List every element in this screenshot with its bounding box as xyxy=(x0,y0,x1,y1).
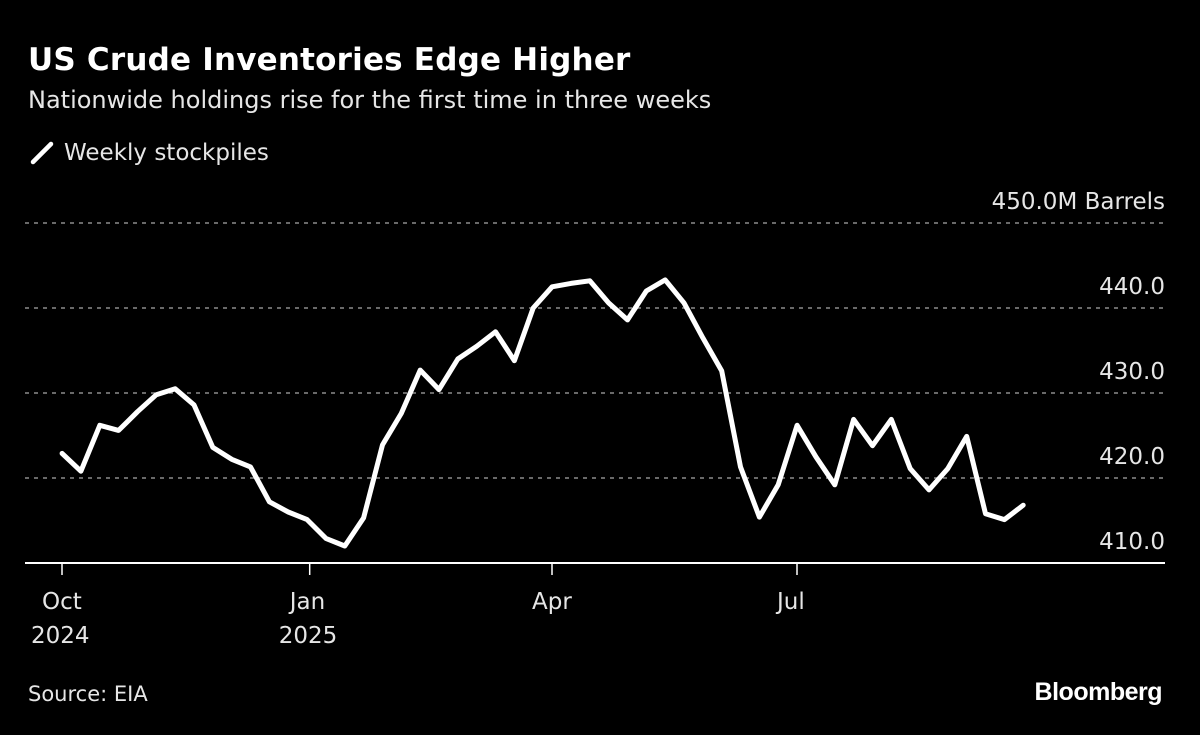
x-tick-label: Oct xyxy=(42,589,82,615)
y-tick-label: 410.0 xyxy=(1099,529,1165,555)
x-tick-label: Apr xyxy=(532,589,572,615)
x-tick-label: Jan xyxy=(288,589,325,615)
y-tick-label: 440.0 xyxy=(1099,274,1165,300)
y-tick-label: 430.0 xyxy=(1099,359,1165,385)
x-tick-label: Jul xyxy=(775,589,805,615)
chart-title: US Crude Inventories Edge Higher xyxy=(28,42,631,78)
series-line-weekly-stockpiles xyxy=(59,277,1026,549)
legend: Weekly stockpiles xyxy=(30,140,269,166)
bloomberg-logo: Bloomberg xyxy=(1034,678,1163,706)
legend-line-icon xyxy=(30,141,54,165)
y-tick-label: 420.0 xyxy=(1099,444,1165,470)
x-tick-year-label: 2024 xyxy=(31,623,90,649)
chart-subtitle: Nationwide holdings rise for the first t… xyxy=(28,86,712,114)
x-tick-year-label: 2025 xyxy=(279,623,338,649)
source-note: Source: EIA xyxy=(28,682,148,706)
y-tick-label: 450.0M Barrels xyxy=(992,189,1165,215)
legend-label: Weekly stockpiles xyxy=(64,140,269,166)
